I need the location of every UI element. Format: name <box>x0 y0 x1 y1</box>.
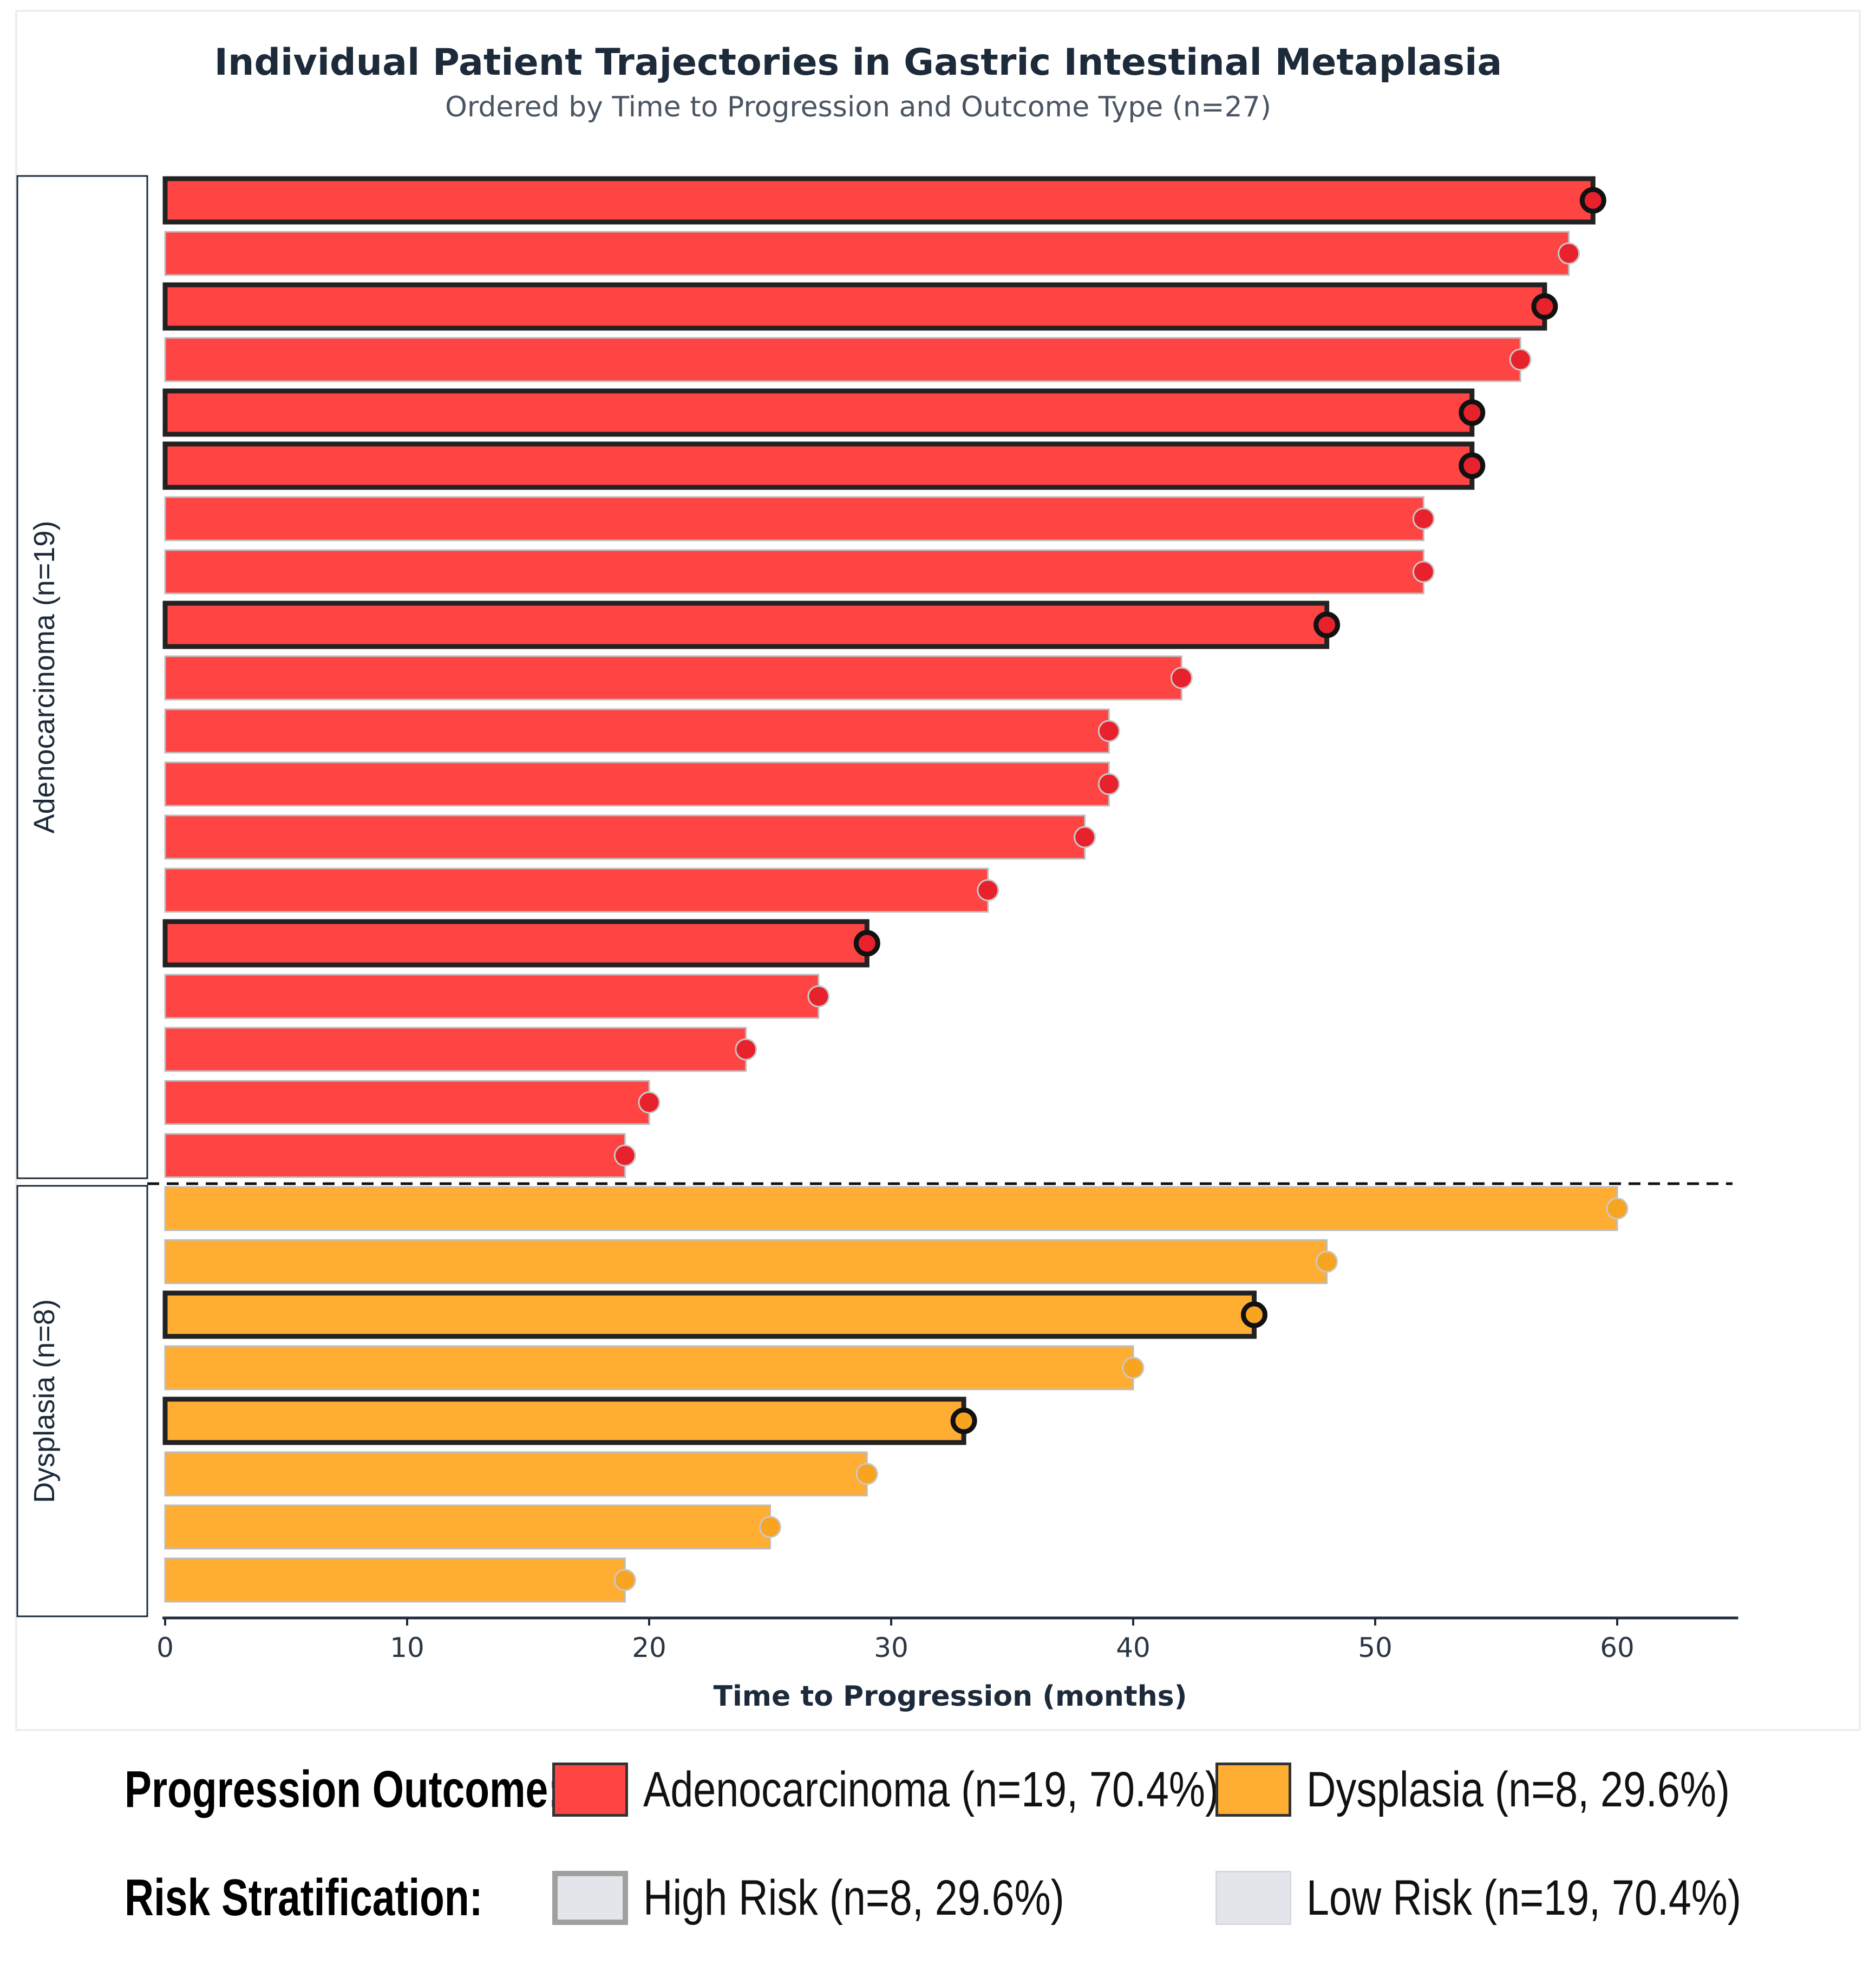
end-marker-adeno <box>735 1038 757 1061</box>
x-tick-label: 50 <box>1358 1632 1393 1663</box>
chart-subtitle: Ordered by Time to Progression and Outco… <box>445 91 1271 123</box>
end-marker-adeno <box>1412 560 1435 583</box>
group-label-layer: Adenocarcinoma (n=19) Dysplasia (n=8) <box>16 175 1733 1617</box>
end-marker-adeno <box>1412 507 1435 530</box>
legend-swatch-high-risk <box>552 1871 628 1925</box>
legend-entry-high-risk: High Risk (n=8, 29.6%) <box>552 1870 1157 1927</box>
chart-panel-border <box>15 10 1861 1731</box>
bar-layer <box>162 176 1629 1603</box>
end-marker-dysplasia <box>1316 1250 1338 1273</box>
bar-high-risk-dysplasia <box>162 1290 1257 1339</box>
end-marker-dysplasia <box>1241 1301 1267 1328</box>
end-marker-dysplasia <box>759 1516 781 1538</box>
end-marker-adeno <box>1459 452 1486 479</box>
legend-entry-adenocarcinoma: Adenocarcinoma (n=19, 70.4%) <box>552 1761 1345 1818</box>
bar-high-risk-adeno <box>162 601 1330 649</box>
x-axis-label: Time to Progression (months) <box>713 1680 1187 1713</box>
legend-swatch-low-risk <box>1215 1871 1291 1925</box>
bar-low-risk-dysplasia <box>164 1186 1618 1231</box>
end-marker-adeno <box>853 930 880 957</box>
x-tick-label: 40 <box>1116 1632 1151 1663</box>
legend-swatch-adenocarcinoma <box>552 1763 628 1817</box>
end-marker-adeno <box>1459 399 1486 426</box>
end-marker-adeno <box>807 985 830 1008</box>
bar-low-risk-adeno <box>164 549 1424 595</box>
x-axis: 0 10 20 30 40 50 60 <box>156 1616 1738 1663</box>
bar-low-risk-adeno <box>164 1133 626 1178</box>
x-tick-label: 30 <box>874 1632 908 1663</box>
end-marker-adeno <box>1074 826 1096 849</box>
end-marker-dysplasia <box>855 1463 878 1485</box>
legend: Progression Outcome: Adenocarcinoma (n=1… <box>0 1733 1876 1971</box>
bar-low-risk-adeno <box>164 708 1110 754</box>
end-marker-adeno <box>1313 611 1341 638</box>
bar-low-risk-adeno <box>164 496 1424 541</box>
bar-high-risk-adeno <box>162 441 1475 490</box>
bar-high-risk-adeno <box>162 176 1596 225</box>
legend-entry-dysplasia: Dysplasia (n=8, 29.6%) <box>1215 1761 1823 1818</box>
bar-high-risk-dysplasia <box>162 1396 966 1445</box>
end-marker-adeno <box>613 1144 636 1167</box>
legend-entry-low-risk: Low Risk (n=19, 70.4%) <box>1215 1870 1836 1927</box>
group-label-dysplasia: Dysplasia (n=8) <box>28 1299 61 1503</box>
bar-low-risk-adeno <box>164 337 1521 382</box>
end-marker-adeno <box>1531 293 1558 320</box>
end-marker-adeno <box>1558 242 1580 265</box>
bar-low-risk-dysplasia <box>164 1451 868 1497</box>
end-marker-adeno <box>977 879 999 902</box>
patient-trajectory-chart: Individual Patient Trajectories in Gastr… <box>15 10 1861 1731</box>
bar-low-risk-adeno <box>164 1080 650 1125</box>
bar-low-risk-adeno <box>164 1027 747 1072</box>
bar-low-risk-dysplasia <box>164 1345 1134 1391</box>
end-marker-adeno <box>638 1091 661 1114</box>
bar-high-risk-adeno <box>162 919 870 968</box>
bar-low-risk-adeno <box>164 761 1110 807</box>
bar-high-risk-adeno <box>162 388 1475 437</box>
legend-label-dysplasia: Dysplasia (n=8, 29.6%) <box>1306 1761 1730 1817</box>
x-tick-label: 10 <box>390 1632 424 1663</box>
legend-risk-heading: Risk Stratification: <box>125 1869 483 1927</box>
bar-high-risk-adeno <box>162 282 1547 331</box>
end-marker-dysplasia <box>950 1407 977 1434</box>
x-tick-label: 0 <box>156 1632 174 1663</box>
bar-low-risk-dysplasia <box>164 1557 626 1603</box>
chart-title: Individual Patient Trajectories in Gastr… <box>214 41 1502 84</box>
end-marker-adeno <box>1579 187 1606 214</box>
end-marker-adeno <box>1097 720 1120 742</box>
end-marker-adeno <box>1097 773 1120 795</box>
x-tick-label: 20 <box>632 1632 666 1663</box>
legend-label-low-risk: Low Risk (n=19, 70.4%) <box>1306 1870 1741 1926</box>
bar-low-risk-adeno <box>164 231 1570 276</box>
x-tick-label: 60 <box>1600 1632 1635 1663</box>
bar-low-risk-adeno <box>164 867 989 913</box>
bar-low-risk-adeno <box>164 814 1086 860</box>
legend-label-adenocarcinoma: Adenocarcinoma (n=19, 70.4%) <box>643 1761 1219 1817</box>
bar-low-risk-adeno <box>164 974 820 1019</box>
group-box-adeno <box>16 175 148 1179</box>
legend-swatch-dysplasia <box>1215 1763 1291 1817</box>
legend-outcome-heading: Progression Outcome: <box>125 1760 562 1818</box>
group-box-dysplasia <box>16 1185 148 1617</box>
end-marker-dysplasia <box>1122 1356 1145 1379</box>
legend-label-high-risk: High Risk (n=8, 29.6%) <box>643 1870 1064 1926</box>
end-marker-adeno <box>1509 348 1532 371</box>
bar-low-risk-dysplasia <box>164 1239 1328 1284</box>
end-marker-adeno <box>1170 667 1193 689</box>
bar-low-risk-dysplasia <box>164 1504 771 1550</box>
bar-low-risk-adeno <box>164 655 1182 701</box>
end-marker-dysplasia <box>1606 1197 1629 1220</box>
end-marker-dysplasia <box>613 1569 636 1591</box>
group-label-adeno: Adenocarcinoma (n=19) <box>28 521 61 834</box>
